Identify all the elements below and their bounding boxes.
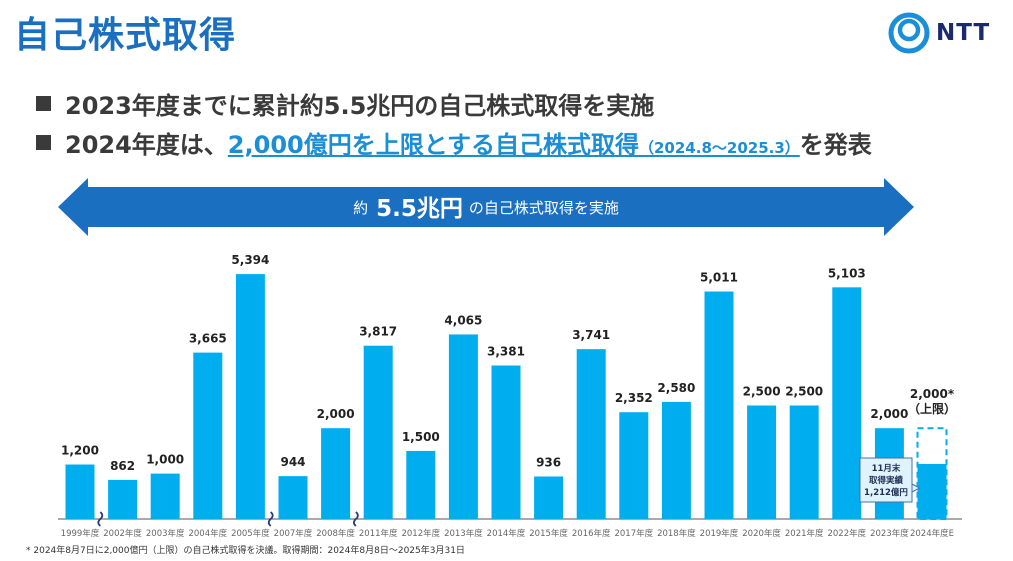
bar-2002年度 [108, 479, 138, 519]
bar-1999年度 [65, 464, 95, 519]
bar-2007年度 [278, 476, 308, 519]
tick-label: 2022年度 [827, 528, 866, 539]
banner-text: 約 5.5兆円 の自己株式取得を実施 [58, 178, 914, 236]
logo-text: NTT [936, 20, 991, 46]
value-label: 1,200 [61, 444, 99, 458]
callout-line: 11月末 [872, 463, 901, 474]
banner-amount: 5.5兆円 [376, 196, 463, 222]
bar-2014年度 [491, 365, 521, 519]
value-label: 5,103 [828, 266, 866, 280]
tick-label: 2008年度 [316, 528, 355, 539]
tick-label: 2020年度 [742, 528, 781, 539]
value-label: 3,817 [359, 325, 397, 339]
banner-pre: 約 [353, 198, 369, 217]
tick-label: 2015年度 [529, 528, 568, 539]
bullet-2-pre: 2024年度は、 [65, 131, 228, 159]
callout-box [859, 457, 913, 503]
bar-achieved [917, 463, 947, 519]
tick-label: 2019年度 [700, 528, 739, 539]
value-label: 2,500 [785, 385, 823, 399]
value-label: 5,394 [231, 253, 269, 267]
tick-label: 1999年度 [61, 528, 100, 539]
double-arrow-icon [58, 178, 914, 236]
bar-2019年度 [704, 291, 734, 519]
tick-label: 2018年度 [657, 528, 696, 539]
cap-label: （上限） [908, 401, 956, 416]
square-bullet-icon [36, 135, 51, 150]
bar-2021年度 [789, 405, 819, 519]
bar-2003年度 [150, 473, 180, 519]
bar-2012年度 [406, 450, 436, 519]
axis-break-mark [353, 511, 359, 527]
tick-label: 2002年度 [103, 528, 142, 539]
value-label: 1,000 [146, 453, 184, 467]
bar-2005年度 [235, 274, 265, 519]
tick-label: 2012年度 [401, 528, 440, 539]
bar-2017年度 [619, 412, 649, 519]
bar-2018年度 [661, 401, 691, 519]
bullet-2-period: （2024.8～2025.3） [639, 139, 800, 157]
tick-label: 2016年度 [572, 528, 611, 539]
bar-2011年度 [363, 345, 393, 519]
value-label: 2,000 [317, 407, 355, 421]
value-label: 944 [280, 455, 305, 469]
square-bullet-icon [36, 96, 51, 111]
value-label: 936 [536, 456, 561, 470]
bar-2020年度 [747, 405, 777, 519]
axis-break-mark [97, 511, 104, 527]
tick-label: 2024年度E [910, 528, 954, 539]
ntt-ring-logo-icon [888, 12, 930, 54]
bar-2008年度 [321, 428, 351, 519]
bullet-2-post: を発表 [799, 131, 872, 159]
bar-2016年度 [576, 349, 606, 519]
tick-label: 2004年度 [188, 528, 227, 539]
callout-pointer [911, 483, 921, 493]
value-label: 2,000 [870, 407, 908, 421]
bullet-2: 2024年度は、 2,000億円を上限とする自己株式取得（2024.8～2025… [36, 125, 872, 160]
tick-label: 2013年度 [444, 528, 483, 539]
value-label: 3,665 [189, 332, 227, 346]
cumulative-banner: 約 5.5兆円 の自己株式取得を実施 [58, 178, 914, 236]
footnote: * 2024年8月7日に2,000億円（上限）の自己株式取得を決議。取得期間：2… [26, 546, 465, 556]
bar-2015年度 [534, 476, 564, 519]
buyback-bar-chart: 1,200 1999年度 862 2002年度 1,000 2003年度 3,665 2004… [58, 253, 962, 539]
callout-line: 取得実績 [869, 475, 904, 486]
page-title: 自己株式取得 [14, 15, 237, 56]
value-label: 2,580 [657, 381, 695, 395]
tick-label: 2023年度 [870, 528, 909, 539]
value-label: 1,500 [402, 430, 440, 444]
value-label: 4,065 [444, 313, 482, 327]
value-label: 3,741 [572, 328, 610, 342]
ntt-logo: NTT [888, 12, 990, 54]
tick-label: 2021年度 [785, 528, 824, 539]
value-label: 862 [110, 459, 135, 473]
value-label: 2,352 [615, 391, 653, 405]
tick-label: 2003年度 [146, 528, 185, 539]
bar-2004年度 [193, 352, 223, 519]
bullet-2-highlight: 2,000億円を上限とする自己株式取得（2024.8～2025.3） [228, 125, 800, 160]
axis-break-mark [267, 511, 274, 527]
value-label: 2,500 [743, 385, 781, 399]
tick-label: 2017年度 [614, 528, 653, 539]
value-label: 3,381 [487, 345, 525, 359]
bar-2013年度 [448, 334, 478, 519]
tick-label: 2005年度 [231, 528, 270, 539]
tick-label: 2014年度 [487, 528, 526, 539]
banner-post: の自己株式取得を実施 [468, 198, 619, 217]
tick-label: 2007年度 [274, 528, 313, 539]
bullet-1: 2023年度までに累計約5.5兆円の自己株式取得を実施 [36, 86, 654, 121]
bullet-1-text: 2023年度までに累計約5.5兆円の自己株式取得を実施 [65, 92, 655, 120]
value-label: 2,000* [910, 387, 955, 401]
callout-line: 1,212億円 [864, 487, 908, 498]
bar-2022年度 [832, 287, 862, 519]
bullet-2-link: 2,000億円を上限とする自己株式取得 [227, 131, 639, 159]
value-label: 5,011 [700, 271, 738, 285]
tick-label: 2011年度 [359, 528, 398, 539]
